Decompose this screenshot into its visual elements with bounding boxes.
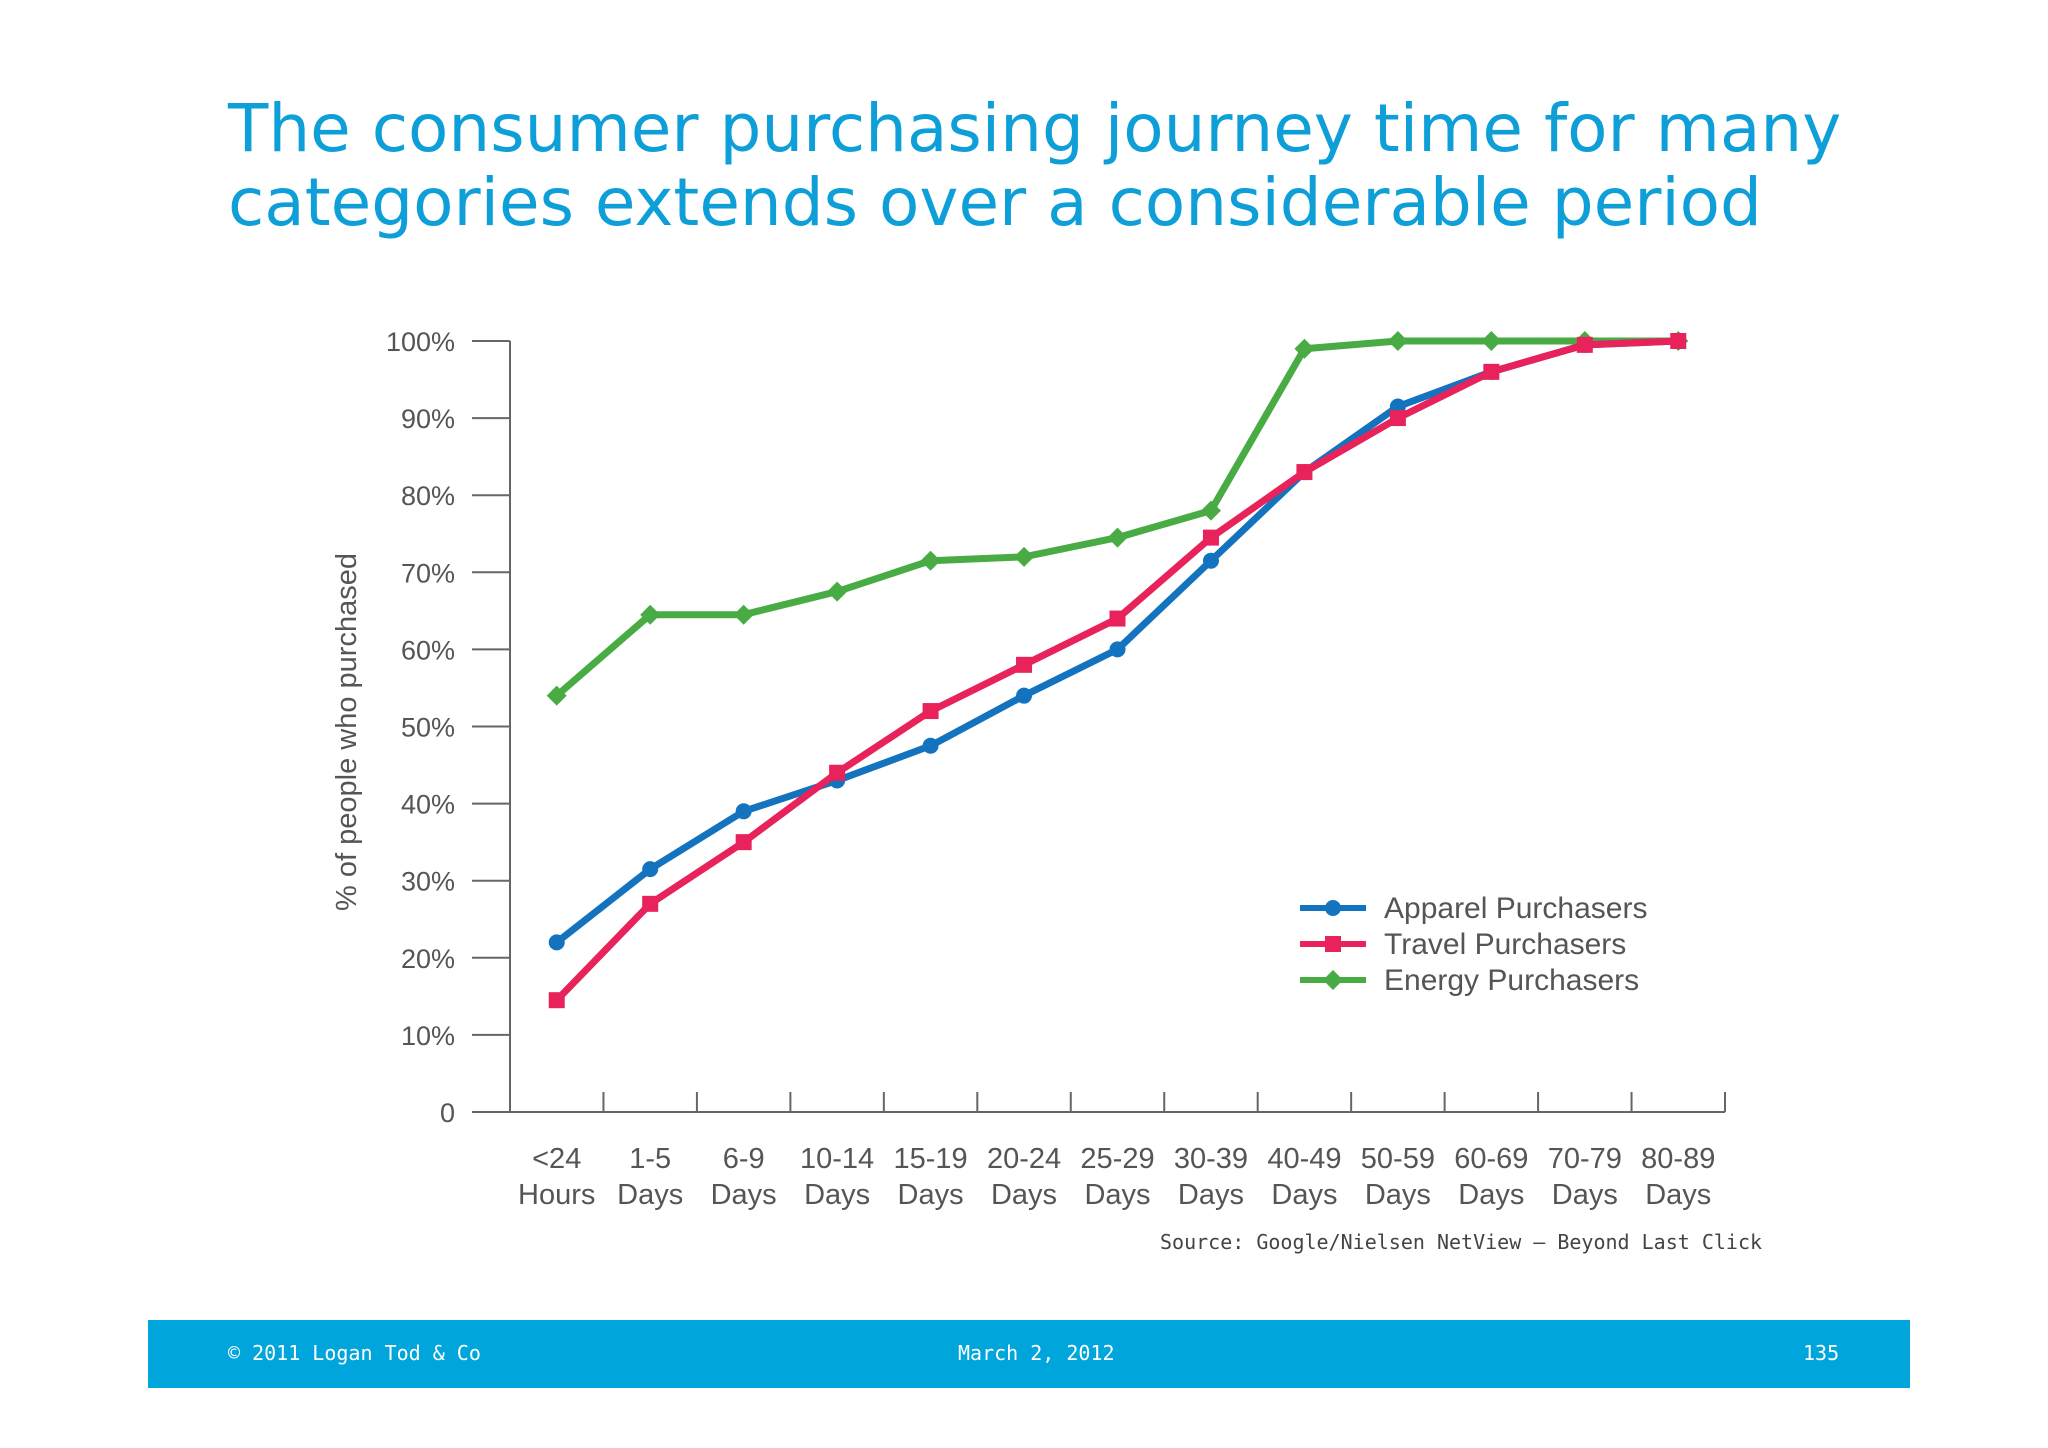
energy-purchasers-point	[733, 604, 754, 625]
travel-purchasers-point	[1389, 410, 1406, 427]
y-tick-label: 100%	[386, 327, 455, 357]
x-tick-label: 10-14	[800, 1143, 874, 1175]
x-tick-label: Days	[1458, 1179, 1524, 1211]
footer-page-number: 135	[1803, 1341, 1840, 1365]
travel-purchasers-point	[922, 703, 939, 720]
slide-title: The consumer purchasing journey time for…	[228, 92, 1878, 240]
apparel-purchasers-point	[922, 737, 939, 754]
x-tick-label: Days	[1084, 1179, 1150, 1211]
y-tick-label: 40%	[401, 790, 455, 820]
y-axis-ticks: 0 10% 20% 30% 40% 50% 60% 70% 80% 90% 100%	[386, 327, 510, 1128]
x-tick-label: Days	[804, 1179, 870, 1211]
x-tick-label: Days	[991, 1179, 1057, 1211]
travel-purchasers-point	[642, 895, 659, 912]
travel-purchasers-point	[548, 992, 565, 1009]
travel-purchasers-point	[1483, 363, 1500, 380]
footer-copyright: © 2011 Logan Tod & Co	[228, 1341, 481, 1365]
x-tick-label: 80-89	[1641, 1143, 1715, 1175]
travel-purchasers-point	[1109, 610, 1126, 627]
x-tick-label: 30-39	[1174, 1143, 1248, 1175]
x-tick-label: 25-29	[1080, 1143, 1154, 1175]
legend-label-energy-purchasers: Energy Purchasers	[1384, 964, 1639, 997]
slide-title-line-2: categories extends over a considerable p…	[228, 164, 1762, 241]
energy-purchasers-point	[920, 550, 941, 571]
travel-purchasers-point	[829, 764, 846, 781]
legend-label-apparel-purchasers: Apparel Purchasers	[1384, 892, 1647, 925]
x-tick-label: Hours	[518, 1179, 595, 1211]
y-tick-label: 90%	[401, 404, 455, 434]
source-note: Source: Google/Nielsen NetView – Beyond …	[1160, 1230, 1763, 1254]
energy-purchasers-series	[546, 331, 1689, 706]
apparel-purchasers-point	[1016, 687, 1033, 704]
apparel-purchasers-point	[642, 861, 659, 878]
x-tick-label: Days	[1645, 1179, 1711, 1211]
energy-purchasers-point	[1014, 546, 1035, 567]
energy-purchasers-point	[640, 604, 661, 625]
energy-purchasers-point	[1294, 338, 1315, 359]
x-tick-label: Days	[617, 1179, 683, 1211]
travel-purchasers-series	[548, 333, 1687, 1009]
x-axis-ticks: <24 Hours 1-5 Days 6-9 Days 10-14 Days 15-19 Days…	[509, 1092, 1726, 1211]
y-tick-label: 70%	[401, 558, 455, 588]
energy-purchasers-point	[1107, 527, 1128, 548]
y-tick-label: 20%	[401, 944, 455, 974]
apparel-purchasers-point	[548, 934, 565, 951]
apparel-purchasers-point	[1109, 641, 1126, 658]
energy-purchasers-point	[1481, 331, 1502, 351]
x-tick-label: 60-69	[1454, 1143, 1528, 1175]
footer-bar	[148, 1320, 1910, 1388]
x-tick-label: 40-49	[1267, 1143, 1341, 1175]
apparel-purchasers-point	[735, 803, 752, 820]
legend-swatch-marker	[1325, 900, 1341, 916]
apparel-purchasers-point	[1202, 552, 1219, 569]
x-tick-label: Days	[898, 1179, 964, 1211]
travel-purchasers-point	[1202, 529, 1219, 546]
energy-purchasers-point	[1387, 331, 1408, 351]
chart-series	[546, 331, 1689, 1009]
y-tick-label: 10%	[401, 1021, 455, 1051]
x-tick-label: <24	[532, 1143, 581, 1175]
travel-purchasers-point	[1576, 336, 1593, 353]
x-tick-label: Days	[1552, 1179, 1618, 1211]
energy-purchasers-point	[546, 685, 567, 706]
legend-label-travel-purchasers: Travel Purchasers	[1384, 928, 1626, 961]
slide-title-line-1: The consumer purchasing journey time for…	[228, 90, 1842, 167]
x-tick-label: 70-79	[1548, 1143, 1622, 1175]
x-tick-label: 15-19	[893, 1143, 967, 1175]
x-tick-label: Days	[711, 1179, 777, 1211]
y-tick-label: 60%	[401, 635, 455, 665]
y-axis-label: % of people who purchased	[331, 553, 363, 911]
x-tick-label: Days	[1271, 1179, 1337, 1211]
travel-purchasers-point	[735, 834, 752, 851]
x-tick-label: 50-59	[1361, 1143, 1435, 1175]
x-tick-label: 20-24	[987, 1143, 1061, 1175]
energy-purchasers-point	[1200, 500, 1221, 521]
x-tick-label: 1-5	[629, 1143, 671, 1175]
travel-purchasers-point	[1670, 333, 1687, 349]
legend-swatch-marker	[1325, 936, 1341, 952]
y-tick-label: 0	[440, 1098, 455, 1128]
energy-purchasers-point	[827, 581, 848, 602]
travel-purchasers-point	[1296, 464, 1313, 481]
y-tick-label: 80%	[401, 481, 455, 511]
x-tick-label: 6-9	[723, 1143, 765, 1175]
y-tick-label: 30%	[401, 867, 455, 897]
x-tick-label: Days	[1178, 1179, 1244, 1211]
y-tick-label: 50%	[401, 713, 455, 743]
travel-purchasers-point	[1016, 656, 1033, 673]
footer-date: March 2, 2012	[958, 1341, 1115, 1365]
x-tick-label: Days	[1365, 1179, 1431, 1211]
legend-swatch-marker	[1323, 970, 1343, 990]
